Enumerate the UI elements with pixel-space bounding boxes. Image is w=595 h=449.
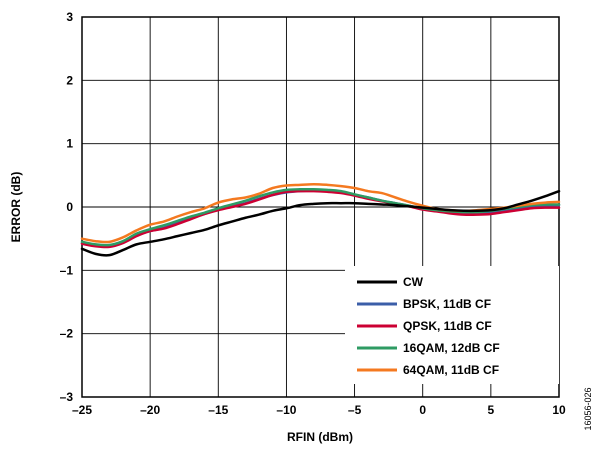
x-axis-label: RFIN (dBm) [287,430,353,444]
y-tick-label: 1 [66,137,73,151]
y-tick-label: 0 [66,200,73,214]
legend-label: CW [403,275,424,289]
y-tick-labels: –3 –2 –1 0 1 2 3 [60,10,74,404]
y-tick-label: –1 [60,263,74,277]
x-tick-label: –10 [276,403,296,417]
series-line-qpsk [80,189,561,249]
legend-label: 64QAM, 11dB CF [403,363,499,377]
figure-id: 16056-026 [583,387,593,430]
legend-label: QPSK, 11dB CF [403,319,492,333]
y-tick-label: 2 [66,73,73,87]
y-tick-label: 3 [66,10,73,24]
x-tick-labels: –25 –20 –15 –10 –5 0 5 10 [72,403,566,417]
series-line-cw [80,189,561,257]
x-tick-label: 5 [488,403,495,417]
y-tick-label: –2 [60,327,74,341]
legend-label: 16QAM, 12dB CF [403,341,500,355]
x-tick-label: –15 [208,403,228,417]
x-tick-label: 10 [552,403,566,417]
legend: CW BPSK, 11dB CF QPSK, 11dB CF 16QAM, 12dB … [345,266,559,384]
x-tick-label: –25 [72,403,92,417]
series-lines [80,182,561,257]
x-tick-label: 0 [419,403,426,417]
x-tick-label: –5 [348,403,362,417]
y-axis-label: ERROR (dB) [9,172,23,243]
y-tick-label: –3 [60,390,74,404]
x-tick-label: –20 [140,403,160,417]
legend-label: BPSK, 11dB CF [403,297,491,311]
